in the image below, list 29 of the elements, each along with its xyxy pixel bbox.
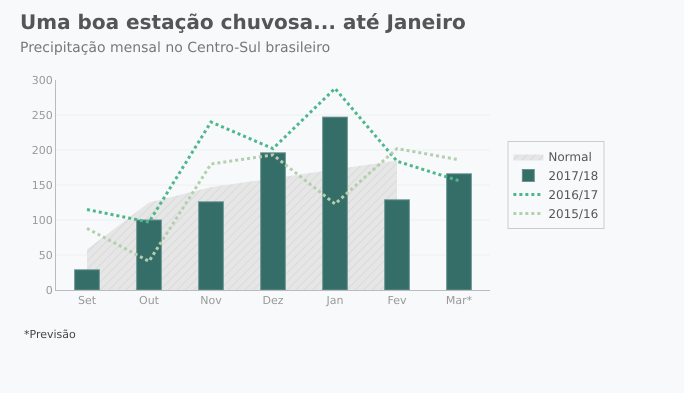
y-tick-label: 50 xyxy=(38,248,53,262)
legend-label: 2015/16 xyxy=(548,207,598,222)
chart-title: Uma boa estação chuvosa... até Janeiro xyxy=(20,10,466,34)
y-tick-label: 300 xyxy=(32,74,53,87)
bar xyxy=(198,201,224,290)
x-tick-label: Fev xyxy=(387,294,407,308)
bar xyxy=(446,173,472,290)
bar xyxy=(74,269,100,290)
y-tick-label: 250 xyxy=(32,108,53,122)
legend-label: 2016/17 xyxy=(548,188,598,202)
chart-subtitle: Precipitação mensal no Centro-Sul brasileiro xyxy=(20,40,330,56)
x-tick-label: Jan xyxy=(326,294,344,308)
legend-label: 2017/18 xyxy=(548,169,598,184)
y-tick-label: 0 xyxy=(46,284,53,297)
x-tick-label: Nov xyxy=(200,294,222,308)
legend-label: Normal xyxy=(548,150,592,164)
line-series xyxy=(86,86,460,224)
y-tick-label: 200 xyxy=(32,144,53,157)
x-tick-label: Out xyxy=(139,294,160,308)
x-tick-label: Mar* xyxy=(446,294,473,308)
text: *Previsão xyxy=(24,328,76,341)
x-tick-label: Set xyxy=(78,294,97,308)
bar xyxy=(384,199,410,290)
bar xyxy=(136,220,162,290)
y-tick-label: 100 xyxy=(32,214,53,227)
y-tick-label: 150 xyxy=(32,178,53,192)
bar xyxy=(322,116,348,290)
x-tick-label: Dez xyxy=(262,294,284,308)
bar xyxy=(260,152,286,290)
